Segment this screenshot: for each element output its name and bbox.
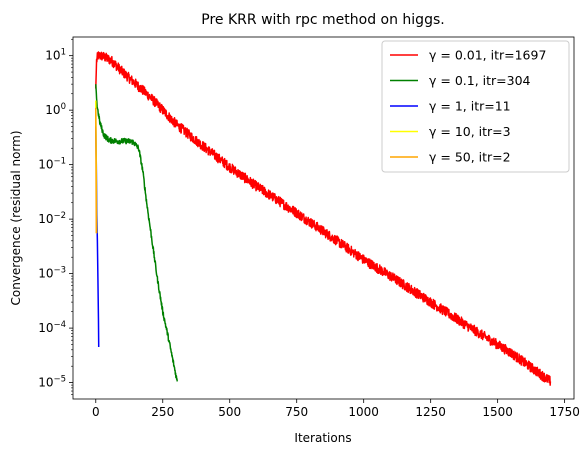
legend: γ = 0.01, itr=1697 γ = 0.1, itr=304 γ = 1,… bbox=[381, 40, 570, 173]
y-tick-label: 10−2 bbox=[38, 211, 66, 226]
x-axis: 0 250 500 750 1000 1250 1500 1750 bbox=[92, 399, 580, 419]
legend-label: γ = 0.01, itr=1697 bbox=[429, 48, 546, 63]
x-tick-label: 1500 bbox=[482, 405, 513, 419]
y-tick-label: 10−5 bbox=[38, 375, 66, 390]
series-line-4 bbox=[95, 107, 98, 234]
series-line-0 bbox=[95, 51, 552, 386]
series-layer bbox=[95, 51, 552, 386]
x-tick-label: 0 bbox=[92, 405, 100, 419]
y-tick-label: 100 bbox=[45, 102, 66, 117]
plot-frame bbox=[72, 36, 575, 400]
x-axis-label: Iterations bbox=[294, 431, 351, 445]
y-axis: 101 100 10−1 10−2 10−3 10−4 10−5 bbox=[38, 38, 73, 395]
x-tick-label: 1750 bbox=[549, 405, 580, 419]
y-tick-label: 10−1 bbox=[38, 157, 66, 172]
y-tick-label: 10−4 bbox=[38, 320, 66, 335]
legend-box bbox=[381, 40, 570, 173]
legend-label: γ = 1, itr=11 bbox=[429, 99, 511, 114]
chart-title: Pre KRR with rpc method on higgs. bbox=[201, 12, 444, 28]
x-tick-label: 1000 bbox=[348, 405, 379, 419]
x-tick-label: 1250 bbox=[415, 405, 446, 419]
y-tick-label: 10−3 bbox=[38, 266, 66, 281]
y-tick-label: 101 bbox=[45, 48, 66, 63]
y-axis-label: Convergence (residual norm) bbox=[9, 130, 23, 305]
x-tick-label: 500 bbox=[218, 405, 241, 419]
x-tick-label: 750 bbox=[285, 405, 308, 419]
x-tick-label: 250 bbox=[151, 405, 174, 419]
legend-label: γ = 0.1, itr=304 bbox=[429, 73, 531, 88]
legend-label: γ = 10, itr=3 bbox=[429, 124, 511, 139]
series-line-1 bbox=[95, 84, 178, 382]
legend-label: γ = 50, itr=2 bbox=[429, 150, 511, 165]
